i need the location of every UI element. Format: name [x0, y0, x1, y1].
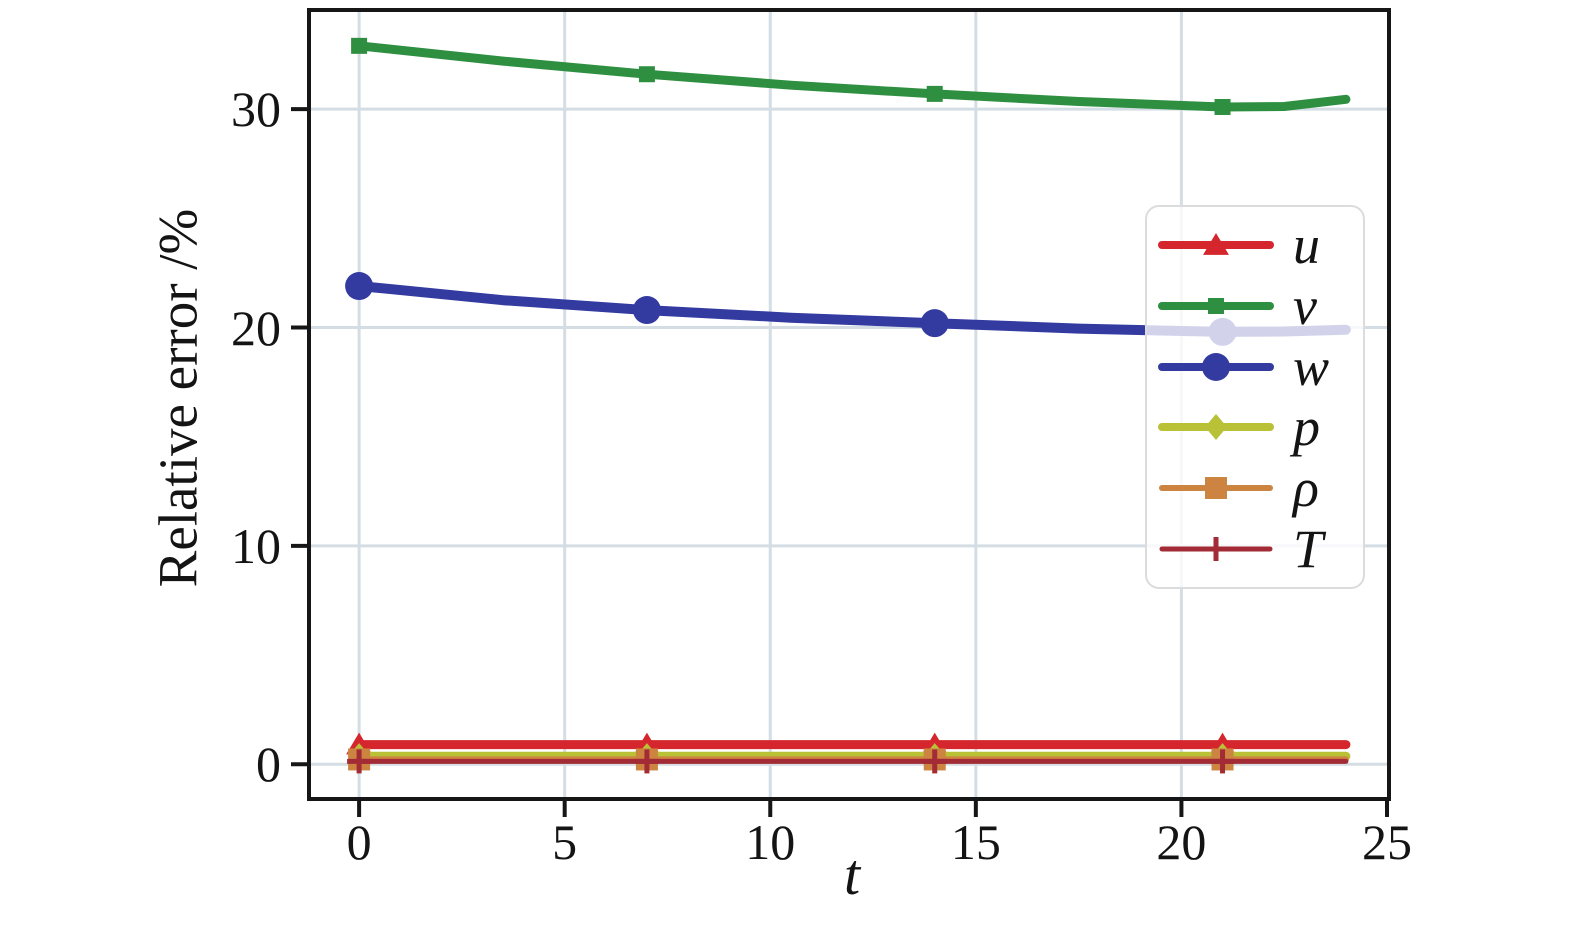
legend-swatch-icon — [1159, 476, 1273, 499]
legend-swatch-icon — [1158, 297, 1274, 314]
marker-square — [638, 66, 655, 83]
chart-svg — [291, 12, 1389, 817]
marker-square — [351, 37, 368, 54]
x-axis-label: t — [843, 842, 861, 907]
legend-entry-T: T — [1147, 519, 1363, 579]
legend-swatch-icon — [1158, 352, 1274, 381]
marker-circle — [1202, 352, 1230, 381]
legend-label: v — [1293, 275, 1317, 336]
legend-label: w — [1293, 336, 1330, 397]
legend-label: T — [1293, 518, 1324, 579]
legend-label: p — [1293, 397, 1320, 458]
legend-swatch-icon — [1158, 414, 1274, 441]
x-tick-label-20: 20 — [1156, 814, 1207, 870]
legend-swatch-icon — [1158, 233, 1274, 256]
y-axis-label: Relative error /% — [147, 208, 209, 588]
y-tick-label-30: 30 — [231, 81, 281, 138]
legend-entry-u: u — [1147, 215, 1363, 275]
marker-square — [1205, 476, 1227, 499]
legend-label: u — [1293, 215, 1320, 276]
legend-swatch-icon — [1159, 536, 1273, 561]
legend-entry-ρ: ρ — [1147, 458, 1363, 518]
legend-label: ρ — [1293, 457, 1319, 518]
series-line-v — [354, 41, 1351, 112]
marker-square — [1208, 297, 1224, 314]
x-tick-label-10: 10 — [745, 814, 796, 870]
y-tick-label-10: 10 — [231, 517, 281, 574]
marker-square — [1214, 98, 1231, 115]
marker-circle — [632, 296, 661, 325]
y-tick-label-20: 20 — [231, 299, 281, 356]
marker-square — [926, 85, 943, 102]
x-tick-label-0: 0 — [346, 814, 372, 870]
marker-circle — [345, 272, 374, 301]
marker-circle — [920, 309, 949, 338]
legend-entry-v: v — [1147, 276, 1363, 336]
x-tick-label-15: 15 — [950, 814, 1001, 870]
legend-entry-p: p — [1147, 397, 1363, 457]
marker-triangle — [1203, 233, 1229, 256]
legend-entry-w: w — [1147, 337, 1363, 397]
marker-diamond — [1204, 414, 1228, 441]
y-tick-label-0: 0 — [256, 736, 281, 793]
x-tick-label-25: 25 — [1362, 814, 1412, 870]
x-tick-label-5: 5 — [552, 814, 578, 870]
